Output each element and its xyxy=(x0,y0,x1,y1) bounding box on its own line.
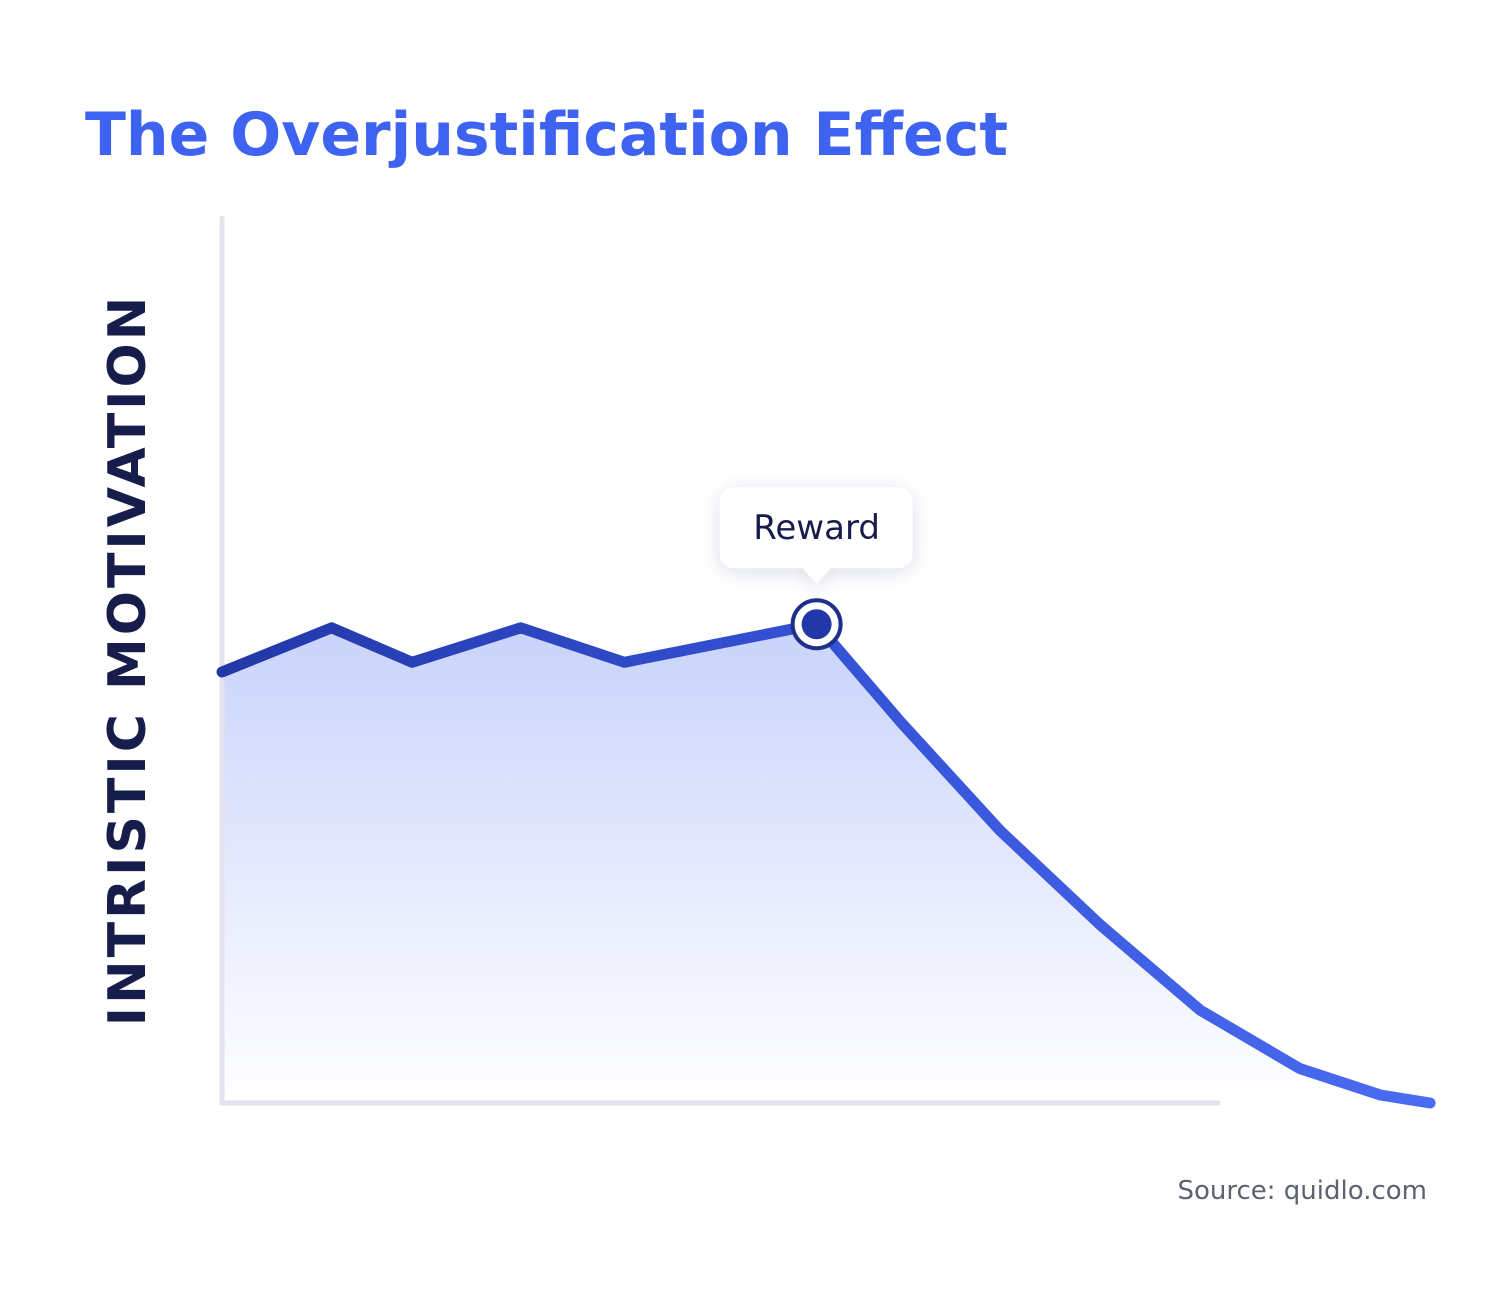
y-axis-label: INTRISTIC MOTIVATION xyxy=(98,294,158,1027)
area xyxy=(222,624,1431,1103)
chart-title: The Overjustification Effect xyxy=(85,100,1008,170)
annotation xyxy=(719,487,913,585)
plot-area xyxy=(222,624,1431,1103)
source: Source: quidlo.com xyxy=(1177,1176,1427,1206)
overlay: Reward xyxy=(216,487,1436,1109)
highlight-point-core xyxy=(801,609,832,640)
annotation-label: Reward xyxy=(753,508,880,548)
annotation-box xyxy=(719,487,913,585)
line xyxy=(216,618,1436,1109)
